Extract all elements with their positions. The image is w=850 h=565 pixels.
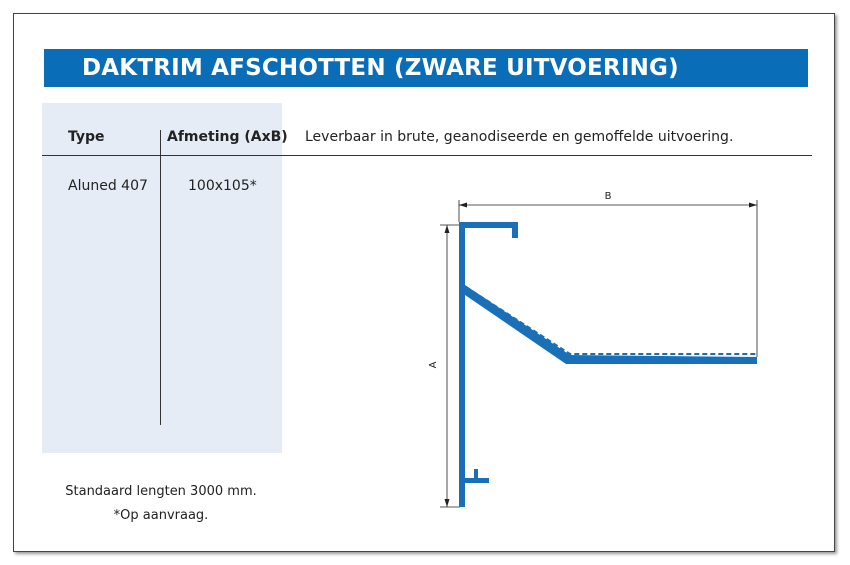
table-header: Afmeting (AxB)	[167, 129, 288, 145]
dimensions	[440, 200, 758, 508]
title-bar: DAKTRIM AFSCHOTTEN (ZWARE UITVOERING)	[44, 49, 808, 87]
column-divider	[160, 130, 161, 425]
note: *Op aanvraag.	[113, 508, 209, 523]
table-panel	[42, 103, 282, 453]
profile	[459, 222, 757, 507]
description: Leverbaar in brute, geanodiseerde en gem…	[305, 129, 734, 145]
table-cell: 100x105*	[188, 178, 257, 194]
title: DAKTRIM AFSCHOTTEN (ZWARE UITVOERING)	[82, 55, 679, 81]
arrows	[444, 202, 757, 507]
dimension-label: A	[428, 361, 439, 368]
table-cell: Aluned 407	[68, 178, 148, 194]
divider	[42, 155, 812, 156]
note: Standaard lengten 3000 mm.	[65, 484, 257, 499]
dimension-label: B	[605, 191, 612, 202]
profile-ribs	[465, 286, 756, 355]
table-header: Type	[68, 129, 105, 145]
